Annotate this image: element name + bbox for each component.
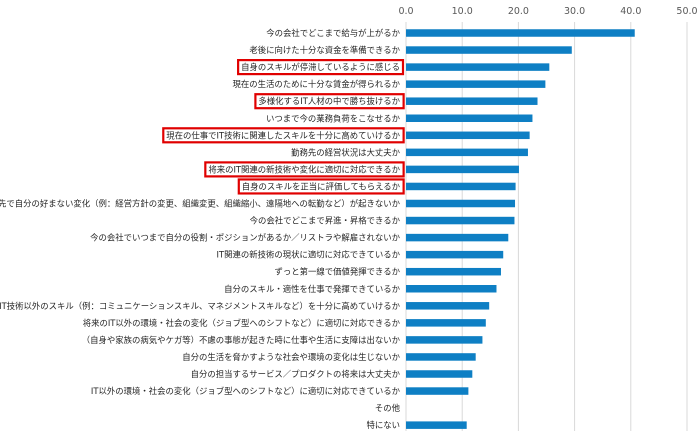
bar-18 <box>406 336 483 344</box>
category-labels: 今の会社でどこまで給与が上がるか老後に向けた十分な資金を準備できるか自身のスキル… <box>0 28 401 430</box>
bar-12 <box>406 233 509 242</box>
bar-20 <box>406 370 473 378</box>
bars <box>406 29 635 429</box>
bar-11 <box>406 216 515 225</box>
highlight-boxes <box>162 58 405 195</box>
category-label-5: いつまで今の業務負荷をこなせるか <box>266 113 401 123</box>
bar-3 <box>406 80 546 88</box>
bar-7 <box>406 148 528 157</box>
x-axis-ticks: 0.0 10.0 20.0 30.0 40.0 50.0 <box>398 6 697 17</box>
category-label-1: 老後に向けた十分な資金を準備できるか <box>249 45 400 55</box>
category-label-22: その他 <box>375 403 401 413</box>
category-label-4: 多様化するIT人材の中で勝ち抜けるか <box>258 96 400 106</box>
category-label-16: 現在の仕事でIT技術以外のスキル（例：コミュニケーションスキル、マネジメントスキ… <box>0 301 401 311</box>
highlight-box-4 <box>254 93 405 110</box>
category-label-0: 今の会社でどこまで給与が上がるか <box>266 28 400 38</box>
x-tick-label: 0.0 <box>398 6 413 17</box>
bar-14 <box>406 267 501 276</box>
category-label-17: 将来のIT以外の環境・社会の変化（ジョブ型へのシフトなど）に適切に対応できるか <box>83 318 401 328</box>
category-label-14: ずっと第一線で価値発揮できるか <box>275 267 401 277</box>
category-label-3: 現在の生活のために十分な賃金が得られるか <box>233 79 401 89</box>
bar-23 <box>406 421 467 429</box>
bar-19 <box>406 353 476 361</box>
highlight-box-8 <box>204 161 405 178</box>
bar-10 <box>406 199 516 208</box>
bar-0 <box>406 29 635 37</box>
category-label-15: 自分のスキル・適性を仕事で発揮できているか <box>224 284 400 294</box>
bar-2 <box>406 63 550 71</box>
category-label-19: 自分の生活を脅かすような社会や環境の変化は生じないか <box>182 352 400 362</box>
x-tick-label: 10.0 <box>452 6 473 17</box>
bar-6 <box>406 131 530 140</box>
bar-1 <box>406 46 572 54</box>
bar-4 <box>406 97 538 105</box>
bar-8 <box>406 165 519 174</box>
bar-5 <box>406 114 533 122</box>
category-label-7: 勤務先の経営状況は大丈夫か <box>291 147 400 157</box>
category-label-11: 今の会社でどこまで昇進・昇格できるか <box>250 216 401 226</box>
category-label-2: 自身のスキルが停滞しているように感じる <box>241 62 400 72</box>
gridlines <box>405 22 688 431</box>
bar-17 <box>406 319 486 327</box>
category-label-21: IT以外の環境・社会の変化（ジョブ型へのシフトなど）に適切に対応できているか <box>91 386 401 396</box>
category-label-12: 今の会社でいつまで自分の役割・ポジションがあるか／リストラや解雇されないか <box>90 233 400 243</box>
category-label-20: 自分の担当するサービス／プロダクトの将来は大丈夫か <box>191 369 401 379</box>
category-label-13: IT関連の新技術の現状に適切に対応できているか <box>217 250 401 260</box>
category-label-9: 自身のスキルを正当に評価してもらえるか <box>242 181 401 191</box>
bar-9 <box>406 182 516 191</box>
bar-15 <box>406 285 497 293</box>
bar-16 <box>406 302 490 310</box>
x-tick-label: 40.0 <box>620 6 641 17</box>
highlight-box-6 <box>162 127 405 144</box>
x-tick-label: 20.0 <box>508 6 529 17</box>
category-label-10: 勤務先で自分の好まない変化（例：経営方針の変更、組織変更、組織縮小、遠隔地への転… <box>0 199 401 209</box>
bar-13 <box>406 250 504 259</box>
category-label-23: 特にない <box>367 420 401 430</box>
bar-21 <box>406 387 469 395</box>
highlight-box-9 <box>237 178 405 195</box>
category-label-18: （自身や家族の病気やケガ等）不慮の事態が起きた時に仕事や生活に支障は出ないか <box>82 335 401 345</box>
highlight-box-2 <box>237 58 405 76</box>
category-label-8: 将来のIT関連の新技術や変化に適切に対応できるか <box>208 164 400 174</box>
x-tick-label: 30.0 <box>564 6 585 17</box>
x-tick-label: 50.0 <box>676 6 697 17</box>
category-label-6: 現在の仕事でIT技術に関連したスキルを十分に高めていけるか <box>166 130 400 140</box>
